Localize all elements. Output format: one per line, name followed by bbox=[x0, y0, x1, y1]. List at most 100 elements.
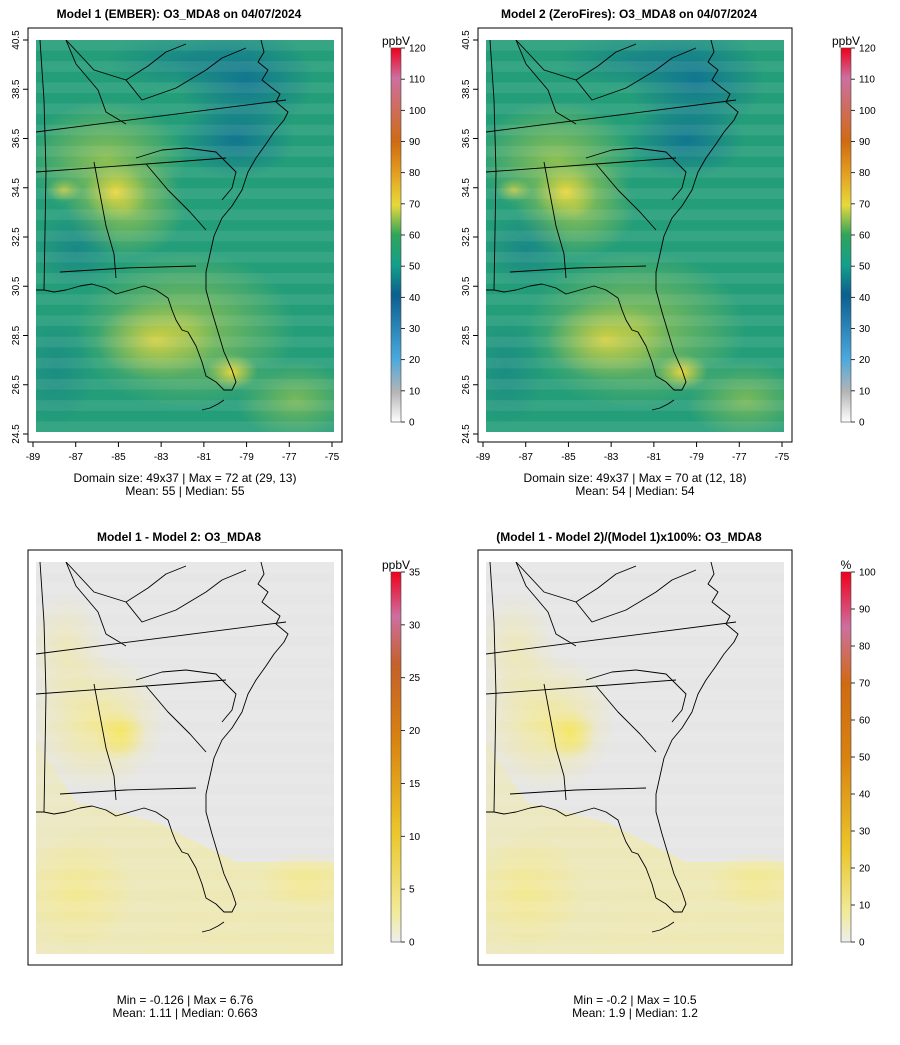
colorbar-tick-label: 40 bbox=[409, 293, 421, 304]
colorbar-unit: ppbV bbox=[382, 34, 410, 48]
x-tick-label: -81 bbox=[647, 452, 662, 463]
x-tick-label: -81 bbox=[197, 452, 212, 463]
colorbar-tick-label: 20 bbox=[409, 355, 421, 366]
panel-title: Model 1 (EMBER): O3_MDA8 on 04/07/2024 bbox=[57, 7, 302, 21]
x-tick-label: -75 bbox=[775, 452, 790, 463]
colorbar-tick-label: 15 bbox=[409, 779, 421, 790]
colorbar-tick-label: 60 bbox=[409, 231, 421, 242]
y-tick-label: 40.5 bbox=[11, 30, 22, 50]
colorbar-tick-label: 110 bbox=[859, 75, 875, 86]
colorbar-tick-label: 80 bbox=[409, 168, 421, 179]
colorbar-tick-label: 90 bbox=[409, 137, 421, 148]
colorbar-unit: ppbV bbox=[832, 34, 860, 48]
colorbar-tick-label: 50 bbox=[409, 262, 421, 273]
y-tick-label: 38.5 bbox=[11, 79, 22, 99]
x-tick-label: -79 bbox=[689, 452, 704, 463]
y-axis: 24.5 26.5 28.5 30.5 32.5 34.5 36.5 38.5 40.5 bbox=[461, 30, 478, 444]
colorbar: % 0 10 20 30 40 50 60 70 80 90 100 bbox=[841, 558, 876, 949]
colorbar-tick-label: 120 bbox=[409, 44, 426, 55]
heatmap-field bbox=[486, 562, 784, 954]
colorbar-tick-label: 40 bbox=[859, 790, 871, 801]
colorbar-tick-label: 100 bbox=[409, 106, 426, 117]
stats-line-2: Mean: 54 | Median: 54 bbox=[575, 484, 695, 498]
y-tick-label: 24.5 bbox=[461, 424, 472, 444]
colorbar-tick-label: 30 bbox=[859, 827, 871, 838]
y-tick-label: 32.5 bbox=[11, 227, 22, 247]
x-tick-label: -89 bbox=[26, 452, 41, 463]
colorbar-tick-label: 30 bbox=[409, 324, 421, 335]
panel-2: Model 2 (ZeroFires): O3_MDA8 on 04/07/20… bbox=[461, 7, 876, 498]
y-tick-label: 26.5 bbox=[11, 375, 22, 395]
panel-4: (Model 1 - Model 2)/(Model 1)x100%: O3_M… bbox=[477, 530, 876, 1020]
x-axis: -89 -87 -85 -83 -81 -79 -77 -75 bbox=[476, 442, 790, 463]
x-tick-label: -75 bbox=[325, 452, 340, 463]
x-tick-label: -77 bbox=[282, 452, 297, 463]
x-tick-label: -85 bbox=[561, 452, 576, 463]
y-tick-label: 40.5 bbox=[461, 30, 472, 50]
panel-title: Model 1 - Model 2: O3_MDA8 bbox=[97, 530, 261, 544]
colorbar-tick-label: 20 bbox=[409, 726, 421, 737]
panel-title: (Model 1 - Model 2)/(Model 1)x100%: O3_M… bbox=[496, 530, 762, 544]
stats-line-1: Min = -0.2 | Max = 10.5 bbox=[573, 993, 697, 1007]
panel-1: Model 1 (EMBER): O3_MDA8 on 04/07/2024 -8… bbox=[11, 7, 426, 498]
y-axis: 24.5 26.5 28.5 30.5 32.5 34.5 36.5 38.5 40.5 bbox=[11, 30, 28, 444]
colorbar-tick-label: 10 bbox=[409, 386, 421, 397]
y-tick-label: 30.5 bbox=[461, 276, 472, 296]
colorbar: ppbV 0 5 10 15 20 25 30 35 bbox=[382, 558, 421, 949]
colorbar-tick-label: 0 bbox=[409, 938, 415, 949]
colorbar-tick-label: 30 bbox=[409, 620, 421, 631]
x-tick-label: -83 bbox=[154, 452, 169, 463]
colorbar-tick-label: 60 bbox=[859, 231, 871, 242]
colorbar-tick-label: 120 bbox=[859, 44, 876, 55]
stats-line-1: Domain size: 49x37 | Max = 72 at (29, 13… bbox=[74, 471, 297, 485]
colorbar-tick-label: 100 bbox=[859, 106, 876, 117]
colorbar: ppbV 0 10 20 30 40 50 60 70 80 90 100 110 120 bbox=[382, 34, 426, 429]
colorbar-tick-label: 0 bbox=[859, 418, 865, 429]
colorbar-tick-label: 50 bbox=[859, 262, 871, 273]
x-tick-label: -87 bbox=[68, 452, 83, 463]
colorbar-tick-label: 90 bbox=[859, 137, 871, 148]
y-tick-label: 38.5 bbox=[461, 79, 472, 99]
panel-title: Model 2 (ZeroFires): O3_MDA8 on 04/07/20… bbox=[501, 7, 757, 21]
colorbar-unit: % bbox=[841, 558, 852, 572]
stats-line-2: Mean: 55 | Median: 55 bbox=[125, 484, 245, 498]
x-tick-label: -85 bbox=[111, 452, 126, 463]
stats-line-1: Domain size: 49x37 | Max = 70 at (12, 18… bbox=[524, 471, 747, 485]
colorbar-tick-label: 110 bbox=[409, 75, 425, 86]
colorbar-tick-label: 20 bbox=[859, 864, 871, 875]
stats-line-2: Mean: 1.9 | Median: 1.2 bbox=[572, 1006, 698, 1020]
heatmap-field bbox=[36, 40, 334, 432]
x-tick-label: -79 bbox=[239, 452, 254, 463]
colorbar-tick-label: 90 bbox=[859, 605, 871, 616]
heatmap-field bbox=[36, 562, 334, 954]
colorbar-tick-label: 70 bbox=[409, 199, 421, 210]
colorbar-tick-label: 35 bbox=[409, 568, 421, 579]
colorbar-tick-label: 5 bbox=[409, 885, 415, 896]
colorbar-tick-label: 40 bbox=[859, 293, 871, 304]
colorbar-unit: ppbV bbox=[382, 558, 410, 572]
y-tick-label: 26.5 bbox=[461, 375, 472, 395]
colorbar-tick-label: 70 bbox=[859, 679, 871, 690]
y-tick-label: 30.5 bbox=[11, 276, 22, 296]
y-tick-label: 34.5 bbox=[11, 178, 22, 198]
y-tick-label: 24.5 bbox=[11, 424, 22, 444]
x-tick-label: -87 bbox=[518, 452, 533, 463]
colorbar-tick-label: 30 bbox=[859, 324, 871, 335]
colorbar-tick-label: 0 bbox=[409, 418, 415, 429]
x-tick-label: -83 bbox=[604, 452, 619, 463]
colorbar: ppbV 0 10 20 30 40 50 60 70 80 90 100 110 120 bbox=[832, 34, 876, 429]
y-tick-label: 28.5 bbox=[461, 325, 472, 345]
stats-line-1: Min = -0.126 | Max = 6.76 bbox=[117, 993, 254, 1007]
colorbar-tick-label: 0 bbox=[859, 938, 865, 949]
colorbar-tick-label: 10 bbox=[409, 832, 421, 843]
y-tick-label: 36.5 bbox=[11, 128, 22, 148]
colorbar-tick-label: 80 bbox=[859, 642, 871, 653]
panel-3: Model 1 - Model 2: O3_MDA8 ppbV 0 5 10 15 20 25… bbox=[27, 530, 421, 1020]
y-tick-label: 32.5 bbox=[461, 227, 472, 247]
colorbar-tick-label: 25 bbox=[409, 673, 421, 684]
heatmap-field bbox=[486, 40, 784, 432]
colorbar-tick-label: 100 bbox=[859, 568, 876, 579]
colorbar-tick-label: 60 bbox=[859, 716, 871, 727]
stats-line-2: Mean: 1.11 | Median: 0.663 bbox=[113, 1006, 258, 1020]
